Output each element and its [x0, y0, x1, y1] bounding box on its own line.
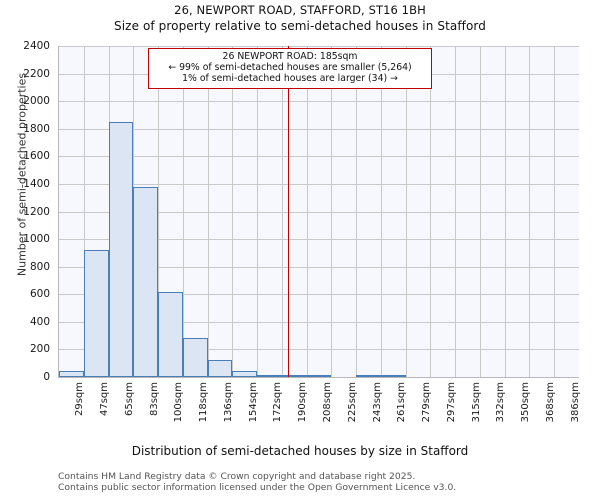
gridline-vertical: [529, 46, 531, 377]
annotation-line-3: 1% of semi-detached houses are larger (3…: [182, 73, 398, 85]
gridline-horizontal: [59, 156, 579, 158]
property-annotation-box: 26 NEWPORT ROAD: 185sqm ← 99% of semi-de…: [148, 48, 432, 89]
gridline-vertical: [158, 46, 160, 377]
y-axis-title: Number of semi-detached properties: [15, 72, 29, 277]
chart-footer: Contains HM Land Registry data © Crown c…: [58, 471, 598, 493]
x-axis-tick-label: 172sqm: [272, 382, 284, 423]
histogram-bar: [281, 374, 307, 377]
x-axis-tick-label: 47sqm: [99, 382, 111, 417]
histogram-bar: [380, 375, 406, 377]
y-axis-tick-label: 1000: [23, 233, 50, 246]
gridline-vertical: [430, 46, 432, 377]
y-axis-tick-label: 800: [29, 260, 50, 273]
gridline-horizontal: [59, 211, 579, 213]
gridline-horizontal: [59, 101, 579, 103]
gridline-vertical: [554, 46, 556, 377]
y-axis-tick-label: 1400: [23, 177, 50, 190]
annotation-line-2: ← 99% of semi-detached houses are smalle…: [168, 62, 412, 74]
gridline-horizontal: [59, 46, 579, 47]
x-axis-tick-label: 83sqm: [148, 382, 160, 417]
y-axis-tick-label: 1800: [23, 122, 50, 135]
gridline-vertical: [455, 46, 457, 377]
gridline-horizontal: [59, 266, 579, 268]
chart-title-line2: Size of property relative to semi-detach…: [114, 19, 486, 33]
x-axis-tick-label: 29sqm: [74, 382, 86, 417]
x-axis-tick-label: 332sqm: [495, 382, 507, 423]
x-axis-tick-label: 154sqm: [247, 382, 259, 423]
x-axis-tick-label: 136sqm: [222, 382, 234, 423]
y-axis-tick-label: 2000: [23, 95, 50, 108]
x-axis-tick-label: 65sqm: [123, 382, 135, 417]
histogram-bar: [133, 187, 159, 377]
histogram-bar: [356, 375, 381, 377]
histogram-bar: [232, 370, 258, 377]
gridline-vertical: [405, 46, 407, 377]
x-axis-title: Distribution of semi-detached houses by …: [131, 444, 469, 458]
gridline-vertical: [306, 46, 308, 377]
histogram-bar: [59, 371, 84, 377]
x-axis-tick-label: 279sqm: [421, 382, 433, 423]
y-axis-tick-label: 400: [29, 315, 50, 328]
x-axis-tick-label: 243sqm: [371, 382, 383, 423]
gridline-vertical: [83, 46, 85, 377]
x-axis-tick-label: 368sqm: [544, 382, 556, 423]
plot-area: [58, 46, 579, 378]
histogram-bar: [83, 250, 109, 377]
y-axis-tick-label: 600: [29, 288, 50, 301]
histogram-bar: [207, 359, 233, 377]
gridline-vertical: [380, 46, 382, 377]
x-axis-tick-label: 350sqm: [520, 382, 532, 423]
histogram-bar: [108, 121, 134, 377]
gridline-vertical: [232, 46, 234, 377]
gridline-horizontal: [59, 321, 579, 323]
histogram-bar: [158, 291, 183, 377]
gridline-vertical: [479, 46, 481, 377]
y-axis-tick-labels: 0 200 400 600 800 1000 1200 1400 1600 1800 2000 220…: [0, 0, 58, 500]
x-axis-tick-label: 261sqm: [396, 382, 408, 423]
y-axis-tick-label: 200: [29, 343, 50, 356]
gridline-vertical: [331, 46, 333, 377]
x-axis-tick-label: 208sqm: [322, 382, 333, 423]
gridline-vertical: [257, 46, 259, 377]
x-axis-tick-label: 100sqm: [173, 382, 185, 423]
y-axis-tick-label: 0: [43, 371, 50, 383]
gridline-vertical: [182, 46, 184, 377]
gridline-vertical: [207, 46, 209, 377]
y-axis-tick-label: 1600: [23, 150, 50, 163]
gridline-vertical: [504, 46, 506, 377]
gridline-horizontal: [59, 183, 579, 185]
gridline-vertical: [281, 46, 283, 377]
gridline-horizontal: [59, 239, 579, 241]
x-axis-tick-label: 118sqm: [198, 382, 210, 423]
marker-line-layer: [59, 46, 579, 377]
chart-title-line1: 26, NEWPORT ROAD, STAFFORD, ST16 1BH: [174, 3, 426, 17]
gridline-horizontal: [59, 294, 579, 296]
histogram-bars: [59, 46, 579, 377]
footer-line-1: Contains HM Land Registry data © Crown c…: [58, 471, 416, 482]
x-axis-tick-label: 386sqm: [569, 382, 581, 423]
histogram-bar: [306, 375, 332, 377]
x-axis-tick-label: 190sqm: [297, 382, 309, 423]
x-axis-tick-label: 297sqm: [445, 382, 457, 423]
y-axis-tick-label: 2200: [23, 67, 50, 80]
x-axis-tick-label: 315sqm: [470, 382, 482, 423]
gridline-horizontal: [59, 349, 579, 351]
annotation-line-1: 26 NEWPORT ROAD: 185sqm: [222, 51, 358, 62]
histogram-bar: [182, 337, 208, 377]
gridline-horizontal: [59, 128, 579, 130]
gridline-vertical: [356, 46, 358, 377]
y-axis-tick-label: 2400: [23, 40, 50, 52]
footer-line-2: Contains public sector information licen…: [58, 481, 457, 493]
property-marker-line: [287, 46, 290, 377]
histogram-bar: [257, 374, 282, 377]
x-axis-tick-label: 225sqm: [346, 382, 358, 423]
y-axis-tick-label: 1200: [23, 205, 50, 218]
